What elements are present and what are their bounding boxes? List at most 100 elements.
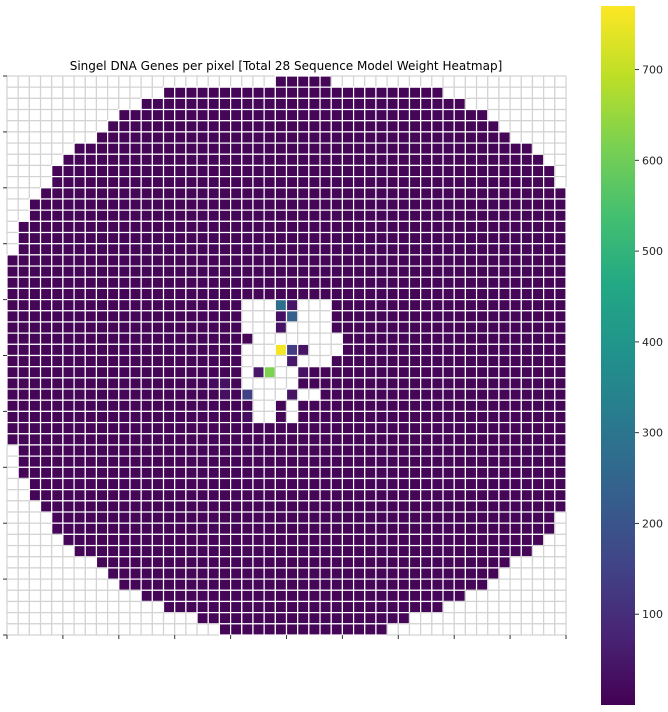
heatmap-cell: [95, 399, 109, 413]
heatmap-cell: [230, 164, 243, 178]
heatmap-empty-cell: [51, 131, 64, 144]
heatmap-cell: [151, 142, 165, 155]
heatmap-cell: [285, 511, 299, 524]
heatmap-cell: [442, 544, 455, 558]
heatmap-cell: [498, 500, 511, 513]
heatmap-cell: [330, 366, 344, 379]
heatmap-cell: [554, 455, 567, 468]
heatmap-cell: [84, 142, 98, 155]
heatmap-cell: [453, 332, 466, 345]
heatmap-cell: [252, 444, 265, 457]
heatmap-empty-cell: [431, 612, 444, 625]
heatmap-cell: [487, 276, 500, 290]
heatmap-cell: [285, 466, 299, 480]
heatmap-cell: [241, 410, 254, 424]
heatmap-cell: [140, 421, 153, 435]
heatmap-cell: [207, 388, 221, 401]
heatmap-cell: [297, 231, 310, 245]
heatmap-empty-cell: [252, 75, 265, 88]
heatmap-cell: [453, 120, 466, 133]
heatmap-cell: [509, 455, 522, 468]
heatmap-cell: [196, 131, 209, 144]
heatmap-cell: [241, 466, 254, 480]
heatmap-cell: [543, 399, 556, 413]
heatmap-cell: [162, 466, 176, 480]
heatmap-cell: [129, 299, 142, 312]
heatmap-cell: [28, 399, 42, 413]
heatmap-cell: [475, 187, 489, 200]
heatmap-cell: [543, 343, 556, 357]
heatmap-cell: [420, 578, 433, 591]
heatmap-cell: [140, 578, 153, 591]
heatmap-cell: [84, 533, 98, 547]
heatmap-cell: [51, 421, 64, 435]
heatmap-cell: [73, 533, 86, 547]
heatmap-empty-cell: [6, 209, 19, 222]
heatmap-cell: [431, 500, 444, 513]
heatmap-empty-cell: [39, 97, 53, 111]
heatmap-cell: [218, 108, 232, 122]
heatmap-cell: [241, 544, 254, 558]
heatmap-cell: [185, 354, 198, 368]
heatmap-empty-cell: [263, 299, 276, 312]
heatmap-cell: [330, 511, 344, 524]
colorbar: [601, 6, 635, 705]
heatmap-cell: [464, 567, 478, 580]
heatmap-empty-cell: [6, 243, 19, 256]
heatmap-cell: [39, 187, 53, 200]
heatmap-cell: [196, 522, 209, 535]
heatmap-cell: [162, 209, 176, 222]
heatmap-cell: [107, 187, 120, 200]
heatmap-cell: [420, 511, 433, 524]
heatmap-cell: [408, 433, 422, 446]
heatmap-cell: [241, 533, 254, 547]
heatmap-cell: [520, 489, 534, 502]
heatmap-cell: [207, 500, 221, 513]
heatmap-cell: [375, 299, 388, 312]
heatmap-cell: [174, 477, 187, 491]
heatmap-empty-cell: [28, 511, 42, 524]
heatmap-cell: [520, 332, 534, 345]
heatmap-cell: [352, 164, 366, 178]
heatmap-cell: [162, 421, 176, 435]
heatmap-cell: [330, 466, 344, 480]
heatmap-cell: [218, 612, 232, 625]
colorbar-tick-label: 500: [642, 245, 663, 258]
heatmap-cell: [375, 265, 388, 278]
heatmap-cell: [230, 500, 243, 513]
heatmap-empty-cell: [498, 589, 511, 603]
heatmap-cell: [218, 243, 232, 256]
heatmap-cell: [420, 500, 433, 513]
heatmap-cell: [185, 444, 198, 457]
heatmap-cell: [364, 589, 377, 603]
heatmap-empty-cell: [297, 388, 310, 401]
heatmap-cell: [263, 254, 276, 267]
heatmap-cell: [207, 209, 221, 222]
heatmap-cell: [274, 310, 288, 323]
heatmap-cell: [230, 399, 243, 413]
heatmap-cell: [330, 388, 344, 401]
heatmap-cell: [162, 410, 176, 424]
heatmap-cell: [118, 377, 131, 390]
heatmap-cell: [364, 243, 377, 256]
colorbar-tick-label: 600: [642, 154, 663, 167]
heatmap-cell: [386, 276, 399, 290]
heatmap-empty-cell: [442, 86, 455, 99]
heatmap-cell: [431, 556, 444, 569]
heatmap-cell: [230, 578, 243, 591]
heatmap-cell: [453, 187, 466, 200]
heatmap-cell: [51, 522, 64, 535]
heatmap-cell: [308, 399, 321, 413]
heatmap-cell: [6, 276, 19, 290]
heatmap-cell: [174, 321, 187, 334]
heatmap-cell: [487, 444, 500, 457]
heatmap-empty-cell: [84, 589, 98, 603]
heatmap-cell: [453, 466, 466, 480]
heatmap-cell: [185, 86, 198, 99]
heatmap-empty-cell: [285, 321, 299, 334]
heatmap-empty-cell: [28, 97, 42, 111]
heatmap-cell: [543, 198, 556, 211]
heatmap-cell: [408, 589, 422, 603]
heatmap-cell: [408, 310, 422, 323]
heatmap-cell: [285, 299, 299, 312]
